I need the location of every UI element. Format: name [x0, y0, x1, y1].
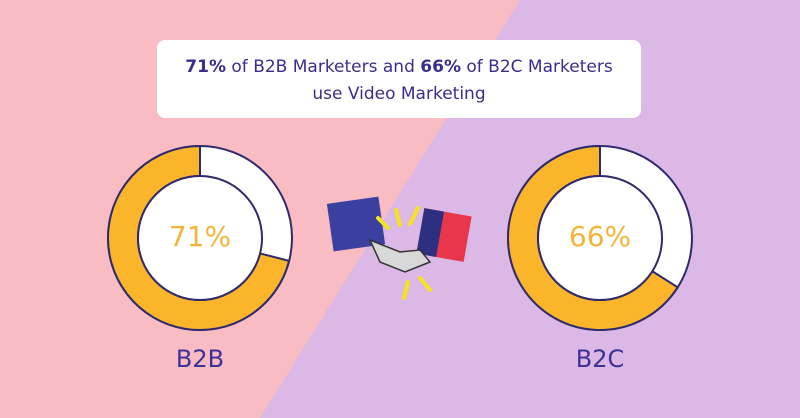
title-strong: 66%: [420, 57, 461, 77]
title-line-2: use Video Marketing: [312, 84, 485, 104]
title-part: of B2C Marketers: [461, 57, 613, 77]
title-box: [157, 40, 641, 118]
donut-hole: [137, 175, 263, 301]
title-part: of B2B Marketers and: [226, 57, 420, 77]
value-label: 66%: [569, 220, 631, 253]
donut-label: B2B: [176, 345, 224, 373]
donut-label: B2C: [576, 345, 625, 373]
value-label: 71%: [169, 220, 231, 253]
title-strong: 71%: [185, 57, 226, 77]
donut-hole: [537, 175, 663, 301]
handshake-illustration: [326, 196, 472, 300]
title-line-1: 71% of B2B Marketers and 66% of B2C Mark…: [185, 57, 613, 77]
